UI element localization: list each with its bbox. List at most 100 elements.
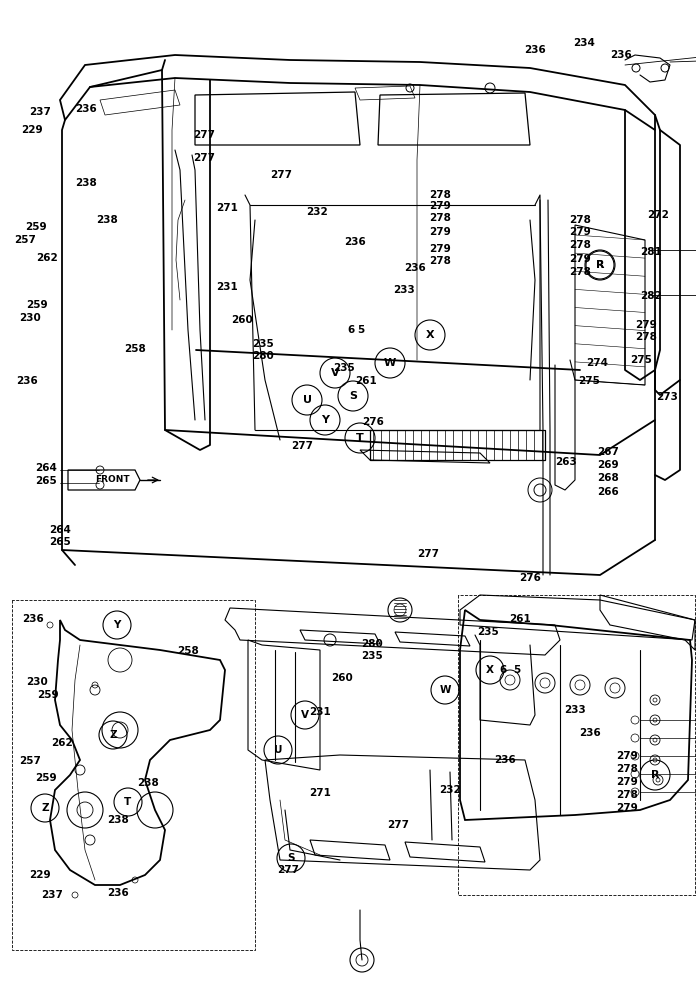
Text: 278: 278 <box>429 190 451 200</box>
Text: 278: 278 <box>616 790 638 800</box>
Text: 271: 271 <box>216 203 237 213</box>
Text: 277: 277 <box>291 441 313 451</box>
Text: Z: Z <box>41 803 49 813</box>
Text: 278: 278 <box>616 764 638 774</box>
Text: 277: 277 <box>193 130 216 140</box>
Text: 236: 236 <box>345 237 366 247</box>
Text: 236: 236 <box>579 728 601 738</box>
Text: 265: 265 <box>49 537 71 547</box>
Text: 259: 259 <box>26 300 48 310</box>
Text: 278: 278 <box>569 267 591 277</box>
Text: 237: 237 <box>29 107 51 117</box>
Text: 262: 262 <box>36 253 58 263</box>
Text: 279: 279 <box>616 751 638 761</box>
Text: 279: 279 <box>635 320 656 330</box>
Text: 238: 238 <box>75 178 97 188</box>
Text: 267: 267 <box>597 447 619 457</box>
Text: T: T <box>125 797 132 807</box>
Text: 278: 278 <box>429 213 451 223</box>
Text: 277: 277 <box>387 820 409 830</box>
Text: S: S <box>349 391 357 401</box>
Text: U: U <box>303 395 312 405</box>
Text: 279: 279 <box>429 227 451 237</box>
Text: 260: 260 <box>231 315 253 325</box>
Text: 278: 278 <box>569 215 591 225</box>
Text: 235: 235 <box>252 339 274 349</box>
Text: 261: 261 <box>509 614 531 624</box>
Text: 281: 281 <box>640 247 662 257</box>
Text: 278: 278 <box>635 332 656 342</box>
Text: 279: 279 <box>429 201 451 211</box>
Text: 279: 279 <box>569 254 591 264</box>
Text: 269: 269 <box>597 460 619 470</box>
Text: 261: 261 <box>355 376 377 386</box>
Text: 277: 277 <box>193 153 216 163</box>
Text: 235: 235 <box>477 627 499 637</box>
Text: R: R <box>596 260 604 270</box>
Text: R: R <box>596 260 604 270</box>
Polygon shape <box>68 470 140 490</box>
Text: 266: 266 <box>597 487 619 497</box>
Text: 273: 273 <box>656 392 677 402</box>
Text: Y: Y <box>113 620 120 630</box>
Text: 277: 277 <box>270 170 292 180</box>
Text: 265: 265 <box>35 476 56 486</box>
Text: W: W <box>384 358 396 368</box>
Text: 264: 264 <box>49 525 71 535</box>
Text: 275: 275 <box>578 376 599 386</box>
Text: 234: 234 <box>573 38 594 48</box>
Text: FRONT: FRONT <box>95 476 129 485</box>
Text: 260: 260 <box>331 673 353 683</box>
Text: 264: 264 <box>35 463 56 473</box>
Text: 6: 6 <box>499 665 506 675</box>
Text: 231: 231 <box>216 282 237 292</box>
Text: 5: 5 <box>513 665 520 675</box>
Text: 275: 275 <box>630 355 651 365</box>
Text: 238: 238 <box>96 215 118 225</box>
Text: 232: 232 <box>439 785 461 795</box>
Text: 233: 233 <box>393 285 415 295</box>
Text: 237: 237 <box>41 890 63 900</box>
Text: 276: 276 <box>519 573 541 583</box>
Text: 280: 280 <box>361 639 383 649</box>
Text: 236: 236 <box>75 104 97 114</box>
Text: 278: 278 <box>569 240 591 250</box>
Text: 272: 272 <box>647 210 669 220</box>
Text: 274: 274 <box>586 358 608 368</box>
Text: X: X <box>426 330 434 340</box>
Text: 277: 277 <box>417 549 439 559</box>
Text: 258: 258 <box>124 344 145 354</box>
Text: 263: 263 <box>555 457 577 467</box>
Text: 257: 257 <box>19 756 41 766</box>
Text: T: T <box>356 433 364 443</box>
Text: 232: 232 <box>306 207 328 217</box>
Text: 271: 271 <box>309 788 331 798</box>
Text: 279: 279 <box>616 777 638 787</box>
Text: 268: 268 <box>597 473 619 483</box>
Text: 230: 230 <box>19 313 40 323</box>
Text: 233: 233 <box>564 705 586 715</box>
Text: 279: 279 <box>429 244 451 254</box>
Text: 236: 236 <box>22 614 44 624</box>
Text: 231: 231 <box>309 707 331 717</box>
Text: X: X <box>486 665 494 675</box>
Text: R: R <box>651 770 659 780</box>
Text: 258: 258 <box>177 646 199 656</box>
Text: 259: 259 <box>35 773 56 783</box>
Text: 257: 257 <box>14 235 35 245</box>
Text: 238: 238 <box>137 778 159 788</box>
Text: W: W <box>439 685 451 695</box>
Text: 280: 280 <box>252 351 274 361</box>
Text: 229: 229 <box>29 870 51 880</box>
Text: 236: 236 <box>107 888 129 898</box>
Text: 276: 276 <box>362 417 383 427</box>
Text: 277: 277 <box>277 865 299 875</box>
Text: 6: 6 <box>347 325 354 335</box>
Text: 235: 235 <box>361 651 383 661</box>
Text: 230: 230 <box>26 677 48 687</box>
Text: 5: 5 <box>357 325 364 335</box>
Text: 236: 236 <box>610 50 632 60</box>
Text: U: U <box>274 745 283 755</box>
Text: 282: 282 <box>640 291 662 301</box>
Text: 279: 279 <box>569 227 591 237</box>
